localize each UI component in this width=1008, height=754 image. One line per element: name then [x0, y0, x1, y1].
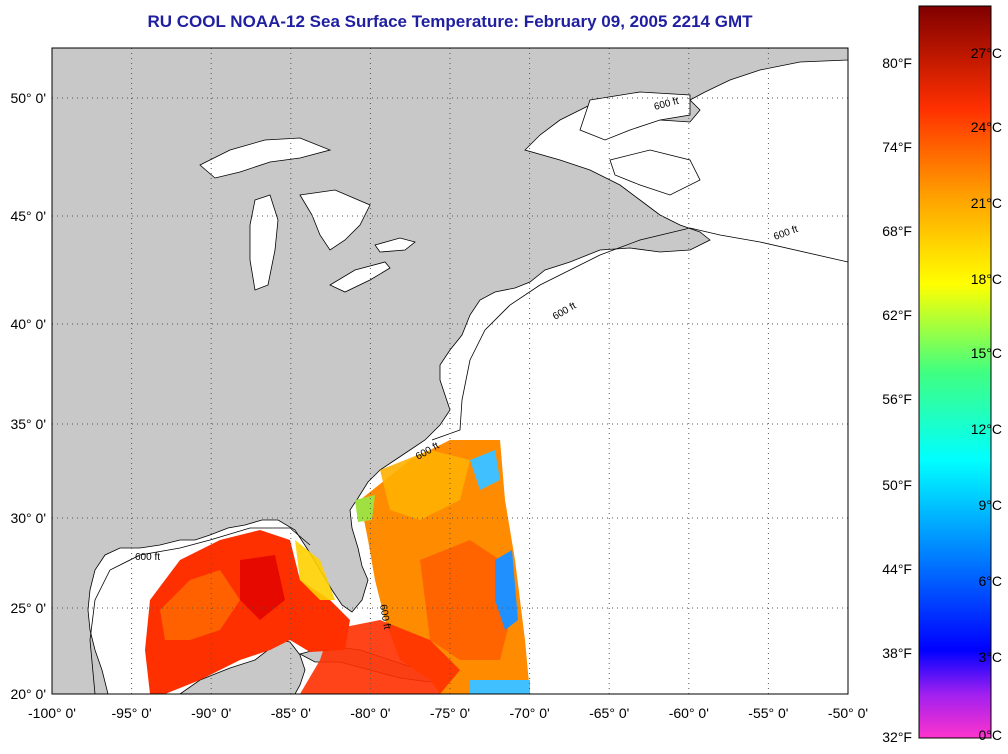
- lat-tick-label: 35° 0': [10, 416, 46, 432]
- lake-ontario: [374, 237, 416, 253]
- colorbar-celsius-label: 15°C: [971, 345, 1002, 361]
- gulf-st-lawrence-south: [609, 149, 701, 196]
- colorbar-celsius-label: 6°C: [979, 573, 1003, 589]
- colorbar-fahrenheit-label: 32°F: [882, 729, 912, 745]
- lon-tick-label: -70° 0': [510, 705, 550, 721]
- lon-tick-label: -55° 0': [748, 705, 788, 721]
- latitude-axis: 50° 0' 45° 0' 40° 0' 35° 0' 30° 0' 25° 0' 20° …: [10, 90, 46, 702]
- lat-tick-label: 25° 0': [10, 600, 46, 616]
- bathymetry-contour-600ft: [89, 227, 848, 694]
- bathymetry-label: 600 ft: [135, 552, 160, 563]
- colorbar-fahrenheit-label: 62°F: [882, 307, 912, 323]
- lon-tick-label: -95° 0': [112, 705, 152, 721]
- lat-tick-label: 50° 0': [10, 90, 46, 106]
- colorbar-celsius-label: 21°C: [971, 195, 1002, 211]
- lon-tick-label: -60° 0': [669, 705, 709, 721]
- map-title: RU COOL NOAA-12 Sea Surface Temperature:…: [147, 12, 753, 31]
- colorbar-fahrenheit-label: 50°F: [882, 477, 912, 493]
- lat-tick-label: 30° 0': [10, 510, 46, 526]
- lat-tick-label: 20° 0': [10, 686, 46, 702]
- lake-huron: [299, 189, 371, 251]
- lon-tick-label: -100° 0': [28, 705, 76, 721]
- lon-tick-label: -85° 0': [271, 705, 311, 721]
- colorbar-fahrenheit-labels: 80°F 74°F 68°F 62°F 56°F 50°F 44°F 38°F 32°F: [882, 55, 912, 745]
- lon-tick-label: -80° 0': [350, 705, 390, 721]
- gulf-st-lawrence: [579, 91, 691, 141]
- lake-michigan: [249, 194, 279, 291]
- colorbar-celsius-labels: 27°C 24°C 21°C 18°C 15°C 12°C 9°C 6°C 3°C 0°C: [971, 45, 1002, 743]
- colorbar-celsius-label: 0°C: [979, 727, 1003, 743]
- colorbar-fahrenheit-label: 44°F: [882, 561, 912, 577]
- colorbar-fahrenheit-label: 38°F: [882, 645, 912, 661]
- lat-tick-label: 40° 0': [10, 316, 46, 332]
- lon-tick-label: -75° 0': [430, 705, 470, 721]
- longitude-axis: -100° 0' -95° 0' -90° 0' -85° 0' -80° 0' -75°…: [28, 705, 868, 721]
- lake-superior: [199, 137, 332, 179]
- lon-tick-label: -65° 0': [589, 705, 629, 721]
- colorbar-celsius-label: 18°C: [971, 271, 1002, 287]
- colorbar-celsius-label: 9°C: [979, 497, 1003, 513]
- colorbar-fahrenheit-label: 56°F: [882, 391, 912, 407]
- lat-tick-label: 45° 0': [10, 208, 46, 224]
- colorbar-celsius-label: 27°C: [971, 45, 1002, 61]
- colorbar: [918, 5, 992, 739]
- plot-border: [51, 47, 849, 695]
- lon-tick-label: -50° 0': [828, 705, 868, 721]
- colorbar-celsius-label: 3°C: [979, 649, 1003, 665]
- colorbar-fahrenheit-label: 74°F: [882, 139, 912, 155]
- lake-erie: [329, 261, 391, 293]
- colorbar-celsius-label: 24°C: [971, 119, 1002, 135]
- lon-tick-label: -90° 0': [191, 705, 231, 721]
- colorbar-celsius-label: 12°C: [971, 421, 1002, 437]
- sst-swath: [145, 440, 530, 694]
- colorbar-fahrenheit-label: 68°F: [882, 223, 912, 239]
- bathymetry-label: 600 ft: [377, 604, 392, 631]
- colorbar-fahrenheit-label: 80°F: [882, 55, 912, 71]
